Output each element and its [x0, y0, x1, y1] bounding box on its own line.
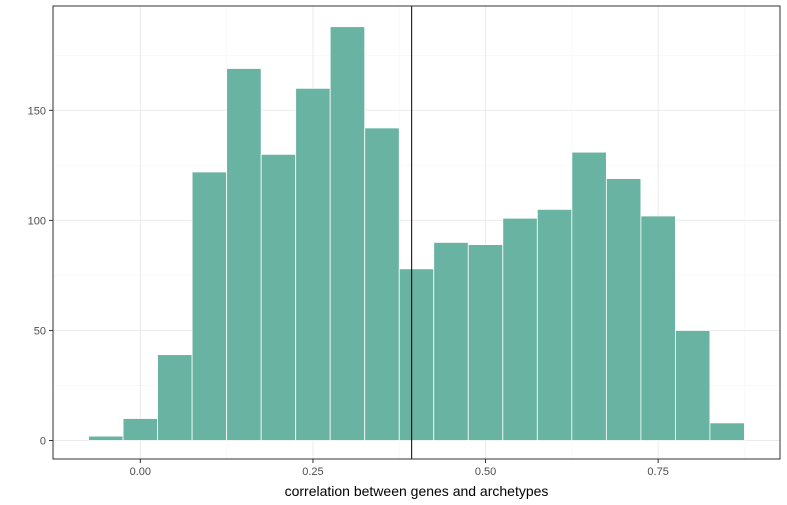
histogram-bar	[122, 418, 158, 441]
x-tick-label: 0.25	[302, 466, 323, 478]
y-tick-label: 50	[34, 325, 46, 337]
histogram-bar	[433, 242, 469, 441]
y-tick-label: 100	[28, 215, 46, 227]
panel-border	[52, 5, 781, 460]
histogram-bar	[398, 268, 435, 441]
histogram-bar	[88, 435, 124, 441]
histogram-bar	[709, 422, 745, 441]
histogram-bar	[329, 26, 366, 441]
histogram-bar	[364, 127, 400, 441]
histogram-bar	[571, 151, 607, 441]
histogram-bar	[467, 244, 504, 441]
x-tick-label: 0.75	[647, 466, 668, 478]
histogram-bar	[502, 217, 538, 441]
histogram-bars	[88, 26, 745, 441]
x-tick-label: 0.00	[130, 466, 151, 478]
histogram-bar	[605, 178, 642, 441]
histogram-bar	[260, 153, 297, 441]
histogram-bar	[295, 87, 331, 441]
x-axis-title: correlation between genes and archetypes	[285, 483, 549, 499]
y-tick-label: 150	[28, 105, 46, 117]
x-tick-label: 0.50	[475, 466, 496, 478]
histogram-bar	[157, 354, 193, 441]
histogram-bar	[675, 330, 711, 441]
histogram-bar	[191, 171, 228, 441]
histogram-bar	[640, 215, 676, 441]
y-tick-label: 0	[40, 436, 46, 448]
histogram-bar	[536, 208, 573, 441]
y-axis: 0 50 100 150	[28, 105, 53, 448]
histogram-bar	[226, 68, 262, 441]
x-axis: 0.00 0.25 0.50 0.75	[130, 459, 669, 478]
